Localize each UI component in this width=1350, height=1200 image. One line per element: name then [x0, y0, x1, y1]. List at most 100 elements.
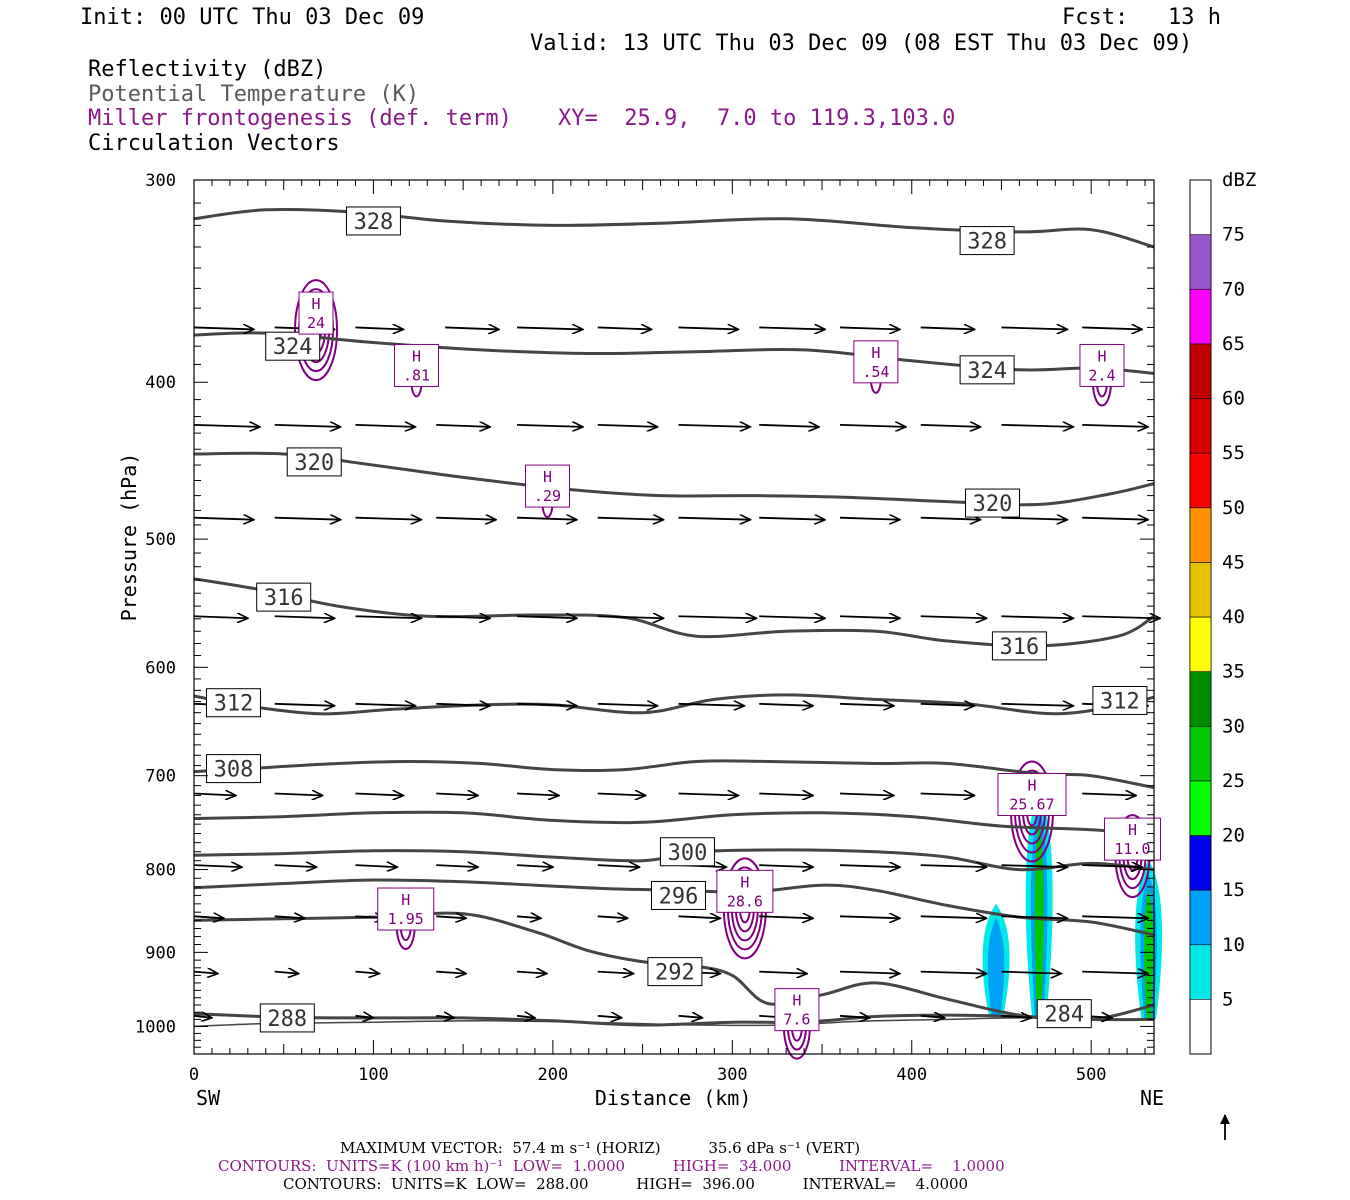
circulation-vector	[920, 616, 987, 618]
frontogenesis-contour	[294, 279, 339, 382]
maximum-label-box	[716, 869, 774, 913]
maximum-label-value: 28.6	[727, 892, 763, 910]
theta-label: 288	[267, 1007, 307, 1032]
circulation-vector	[436, 704, 490, 706]
circulation-vector	[678, 704, 744, 706]
theta-label-box	[205, 754, 261, 784]
colorbar-swatch	[1189, 562, 1212, 618]
maximum-label-box	[1103, 817, 1161, 861]
y-tick-label: 1000	[135, 1017, 176, 1037]
theta-label-box	[1092, 685, 1148, 715]
maximum-label-value: 7.6	[783, 1011, 810, 1029]
maximum-label-box	[298, 291, 334, 335]
circulation-vector	[516, 1016, 535, 1018]
circulation-vector	[436, 518, 496, 520]
maximum-label-h: H	[792, 992, 801, 1010]
circulation-vector	[920, 1016, 945, 1018]
theta-label: 328	[354, 210, 394, 235]
maximum-label-box	[377, 887, 435, 931]
circulation-vector	[678, 518, 750, 520]
circulation-vector	[839, 794, 894, 796]
circulation-vector	[1082, 518, 1148, 520]
circulation-vector	[1082, 327, 1142, 329]
maximum-label-value: .54	[862, 363, 889, 381]
cross-section-endpoints: XY= 25.9, 7.0 to 119.3,103.0	[558, 106, 956, 131]
colorbar-tick-label: 10	[1222, 934, 1245, 956]
circulation-vector	[678, 327, 738, 329]
colorbar-swatch	[1189, 616, 1212, 672]
circulation-vector	[839, 518, 900, 520]
theta-label-box	[959, 355, 1015, 385]
maximum-label-box	[524, 464, 570, 508]
circulation-vector	[1001, 972, 1061, 974]
circulation-vector	[920, 865, 987, 867]
theta-label: 320	[973, 492, 1013, 517]
theta-label: 308	[214, 758, 254, 783]
circulation-vector	[193, 518, 254, 520]
x-tick-label: 100	[358, 1065, 389, 1085]
circulation-vector	[1082, 425, 1148, 427]
maximum-label-h: H	[312, 295, 321, 313]
colorbar-tick-label: 5	[1222, 988, 1233, 1010]
maximum-label-h: H	[871, 344, 880, 362]
circulation-vector	[436, 916, 466, 918]
colorbar-tick-label: 30	[1222, 715, 1245, 737]
colorbar-tick-label: 45	[1222, 551, 1245, 573]
circulation-vector	[759, 704, 813, 706]
colorbar-tick-label: 65	[1222, 333, 1245, 355]
colorbar-swatch	[1189, 343, 1212, 399]
y-tick-label: 800	[145, 861, 176, 881]
circulation-vector	[839, 704, 894, 706]
forecast-hour: Fcst: 13 h	[1062, 5, 1221, 30]
circulation-vector	[839, 972, 900, 974]
theta-label: 312	[1100, 689, 1140, 714]
circulation-vector	[193, 794, 236, 796]
circulation-vector	[516, 865, 553, 867]
theta-label-box	[965, 488, 1021, 518]
colorbar-swatch	[1189, 452, 1212, 509]
circulation-vector	[678, 794, 738, 796]
maximum-label-box	[853, 340, 899, 384]
maximum-label-value: .29	[534, 487, 561, 505]
theta-label-box	[205, 688, 261, 718]
maximum-label-h: H	[1027, 777, 1036, 795]
circulation-vector	[274, 616, 335, 618]
x-axis-title: Distance (km)	[595, 1086, 752, 1110]
circulation-vector	[597, 518, 664, 520]
circulation-vector	[516, 518, 577, 520]
y-tick-label: 500	[145, 530, 176, 550]
colorbar-swatch	[1189, 234, 1212, 290]
colorbar-swatch	[1189, 288, 1212, 345]
maximum-label-value: 25.67	[1009, 796, 1054, 814]
colorbar-tick-label: 75	[1222, 224, 1245, 246]
circulation-vector	[355, 972, 379, 974]
circulation-vector	[597, 327, 652, 329]
x-end-right: NE	[1140, 1086, 1164, 1110]
circulation-vector	[920, 972, 987, 974]
circulation-vector	[759, 865, 813, 867]
x-end-left: SW	[196, 1086, 221, 1110]
reflectivity-cell	[991, 931, 1001, 1016]
circulation-vector	[193, 916, 224, 918]
maximum-label-h: H	[740, 873, 749, 891]
circulation-vector	[355, 1016, 373, 1018]
field-frontogenesis: Miller frontogenesis (def. term)	[88, 106, 512, 131]
field-vectors: Circulation Vectors	[88, 131, 340, 156]
vector-scale-arrows	[1220, 1114, 1230, 1140]
y-tick-label: 300	[145, 171, 176, 191]
circulation-vector	[193, 972, 218, 974]
x-tick-label: 0	[189, 1065, 199, 1085]
circulation-vector	[445, 327, 499, 329]
circulation-vector	[274, 916, 305, 918]
theta-label: 284	[1044, 1003, 1084, 1028]
circulation-vector	[516, 794, 559, 796]
colorbar-swatch	[1189, 889, 1212, 946]
circulation-vector	[516, 916, 541, 918]
theta-label-box	[959, 226, 1015, 256]
y-tick-label: 600	[145, 658, 176, 678]
colorbar-swatch	[1189, 671, 1212, 727]
circulation-vector	[1001, 865, 1067, 867]
circulation-vector	[839, 1016, 870, 1018]
colorbar-tick-label: 70	[1222, 278, 1245, 300]
maximum-label-value: 2.4	[1088, 366, 1115, 384]
